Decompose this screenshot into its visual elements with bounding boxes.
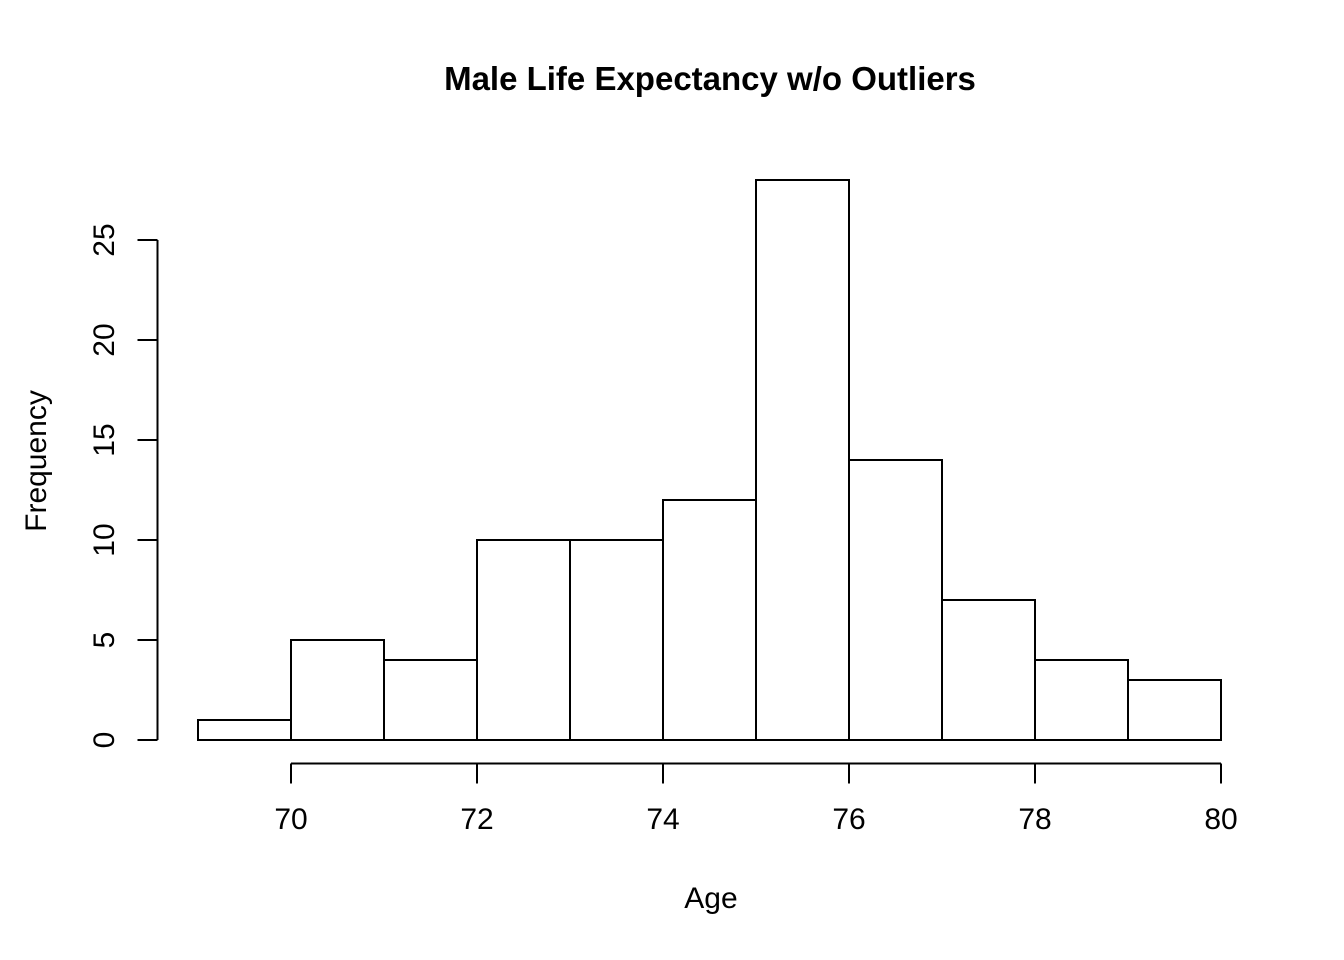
y-tick-label: 25 bbox=[88, 223, 121, 256]
histogram-bar bbox=[662, 499, 757, 741]
chart-title: Male Life Expectancy w/o Outliers bbox=[444, 60, 976, 97]
x-axis-label: Age bbox=[684, 882, 737, 915]
histogram-bar bbox=[848, 459, 943, 741]
histogram-bar bbox=[383, 659, 478, 741]
x-tick-label: 78 bbox=[1018, 803, 1051, 836]
histogram-bar bbox=[476, 539, 571, 741]
x-tick-label: 80 bbox=[1204, 803, 1237, 836]
x-tick-label: 74 bbox=[646, 803, 679, 836]
y-tick-label: 5 bbox=[88, 632, 121, 649]
bars-group bbox=[197, 179, 1222, 741]
histogram-bar bbox=[1034, 659, 1129, 741]
y-tick-label: 20 bbox=[88, 323, 121, 356]
x-tick-label: 70 bbox=[274, 803, 307, 836]
y-tick-label: 10 bbox=[88, 523, 121, 556]
y-axis-label: Frequency bbox=[20, 390, 53, 532]
x-tick-label: 72 bbox=[460, 803, 493, 836]
histogram-bar bbox=[941, 599, 1036, 741]
y-tick-label: 0 bbox=[88, 732, 121, 749]
x-axis: 70 72 74 76 78 80 bbox=[274, 762, 1238, 836]
y-axis: 0 5 10 15 20 25 bbox=[88, 223, 159, 749]
histogram-bar bbox=[755, 179, 850, 741]
y-tick-label: 15 bbox=[88, 423, 121, 456]
x-tick-label: 76 bbox=[832, 803, 865, 836]
histogram-bar bbox=[1127, 679, 1222, 741]
histogram-bar bbox=[290, 639, 385, 741]
histogram-bar bbox=[197, 719, 292, 741]
histogram-bar bbox=[569, 539, 664, 741]
